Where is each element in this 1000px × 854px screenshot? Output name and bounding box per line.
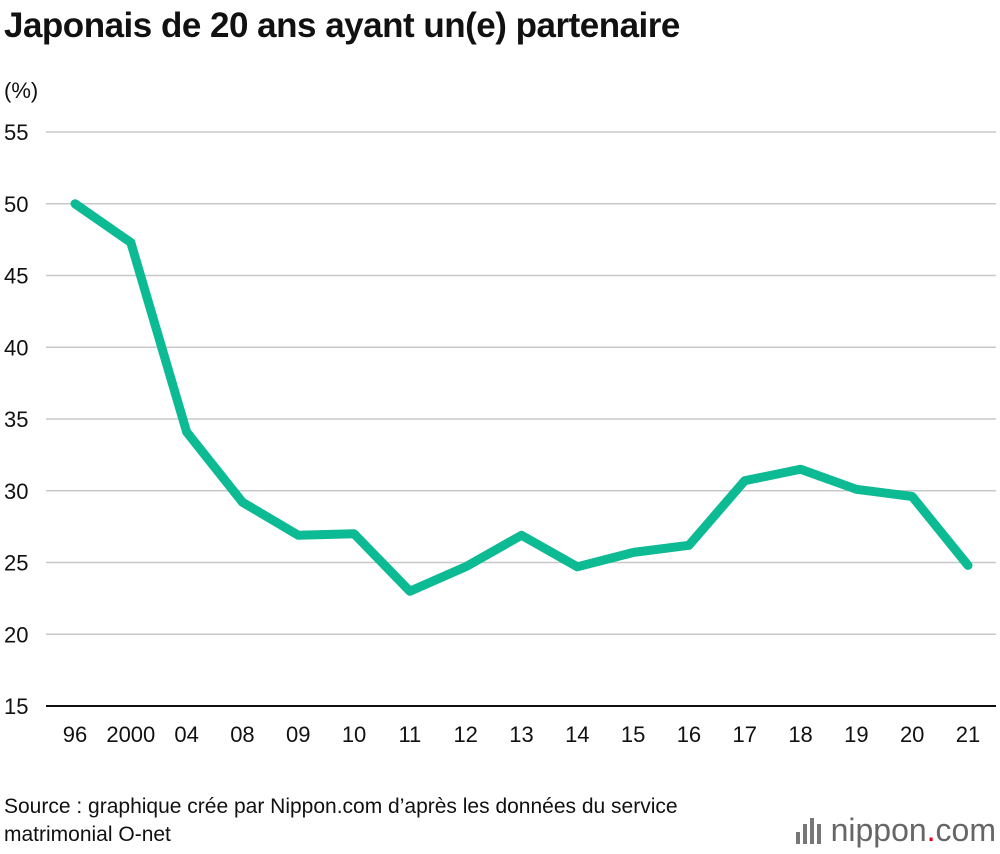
y-tick-label: 40: [4, 335, 28, 360]
x-tick-label: 17: [733, 722, 757, 747]
y-tick-label: 30: [4, 479, 28, 504]
source-note: Source : graphique crée par Nippon.com d…: [4, 795, 678, 846]
chart-title: Japonais de 20 ans ayant un(e) partenair…: [4, 6, 680, 45]
x-tick-label: 96: [63, 722, 87, 747]
x-tick-label: 10: [342, 722, 366, 747]
brand-dot: .: [926, 812, 936, 848]
x-tick-label: 15: [621, 722, 645, 747]
x-tick-label: 09: [286, 722, 310, 747]
y-tick-label: 45: [4, 264, 28, 289]
brand-name: nippon: [830, 812, 927, 848]
y-tick-label: 20: [4, 622, 28, 647]
x-tick-label: 08: [230, 722, 254, 747]
y-axis-unit: (%): [4, 78, 39, 103]
brand-bars-icon: [795, 817, 821, 844]
x-tick-label: 21: [956, 722, 980, 747]
x-tick-label: 13: [509, 722, 533, 747]
y-tick-label: 50: [4, 192, 28, 217]
brand-logo: nippon. com: [795, 812, 996, 849]
y-tick-label: 15: [4, 694, 28, 719]
y-tick-label: 25: [4, 551, 28, 576]
x-tick-label: 2000: [106, 722, 155, 747]
x-tick-label: 14: [565, 722, 589, 747]
x-tick-label: 12: [453, 722, 477, 747]
x-tick-label: 16: [677, 722, 701, 747]
x-tick-label: 18: [788, 722, 812, 747]
y-tick-labels: 15 20 25 30 35 40 45 50 55: [4, 120, 28, 719]
x-tick-label: 19: [844, 722, 868, 747]
x-tick-label: 20: [900, 722, 924, 747]
x-tick-labels: 96 2000 04 08 09 10 11 12 13 14 15 16 17 18 19 20 21: [63, 722, 980, 747]
x-tick-label: 11: [398, 722, 421, 747]
series-line: [70, 199, 973, 596]
gridlines: [46, 131, 996, 707]
line-chart: 15 20 25 30 35 40 45 50 55 96 2000 04 08 09 10 11 12 13 1…: [4, 120, 996, 747]
x-tick-label: 04: [174, 722, 198, 747]
y-tick-label: 55: [4, 120, 28, 145]
y-tick-label: 35: [4, 407, 28, 432]
brand-suffix: com: [935, 812, 996, 848]
